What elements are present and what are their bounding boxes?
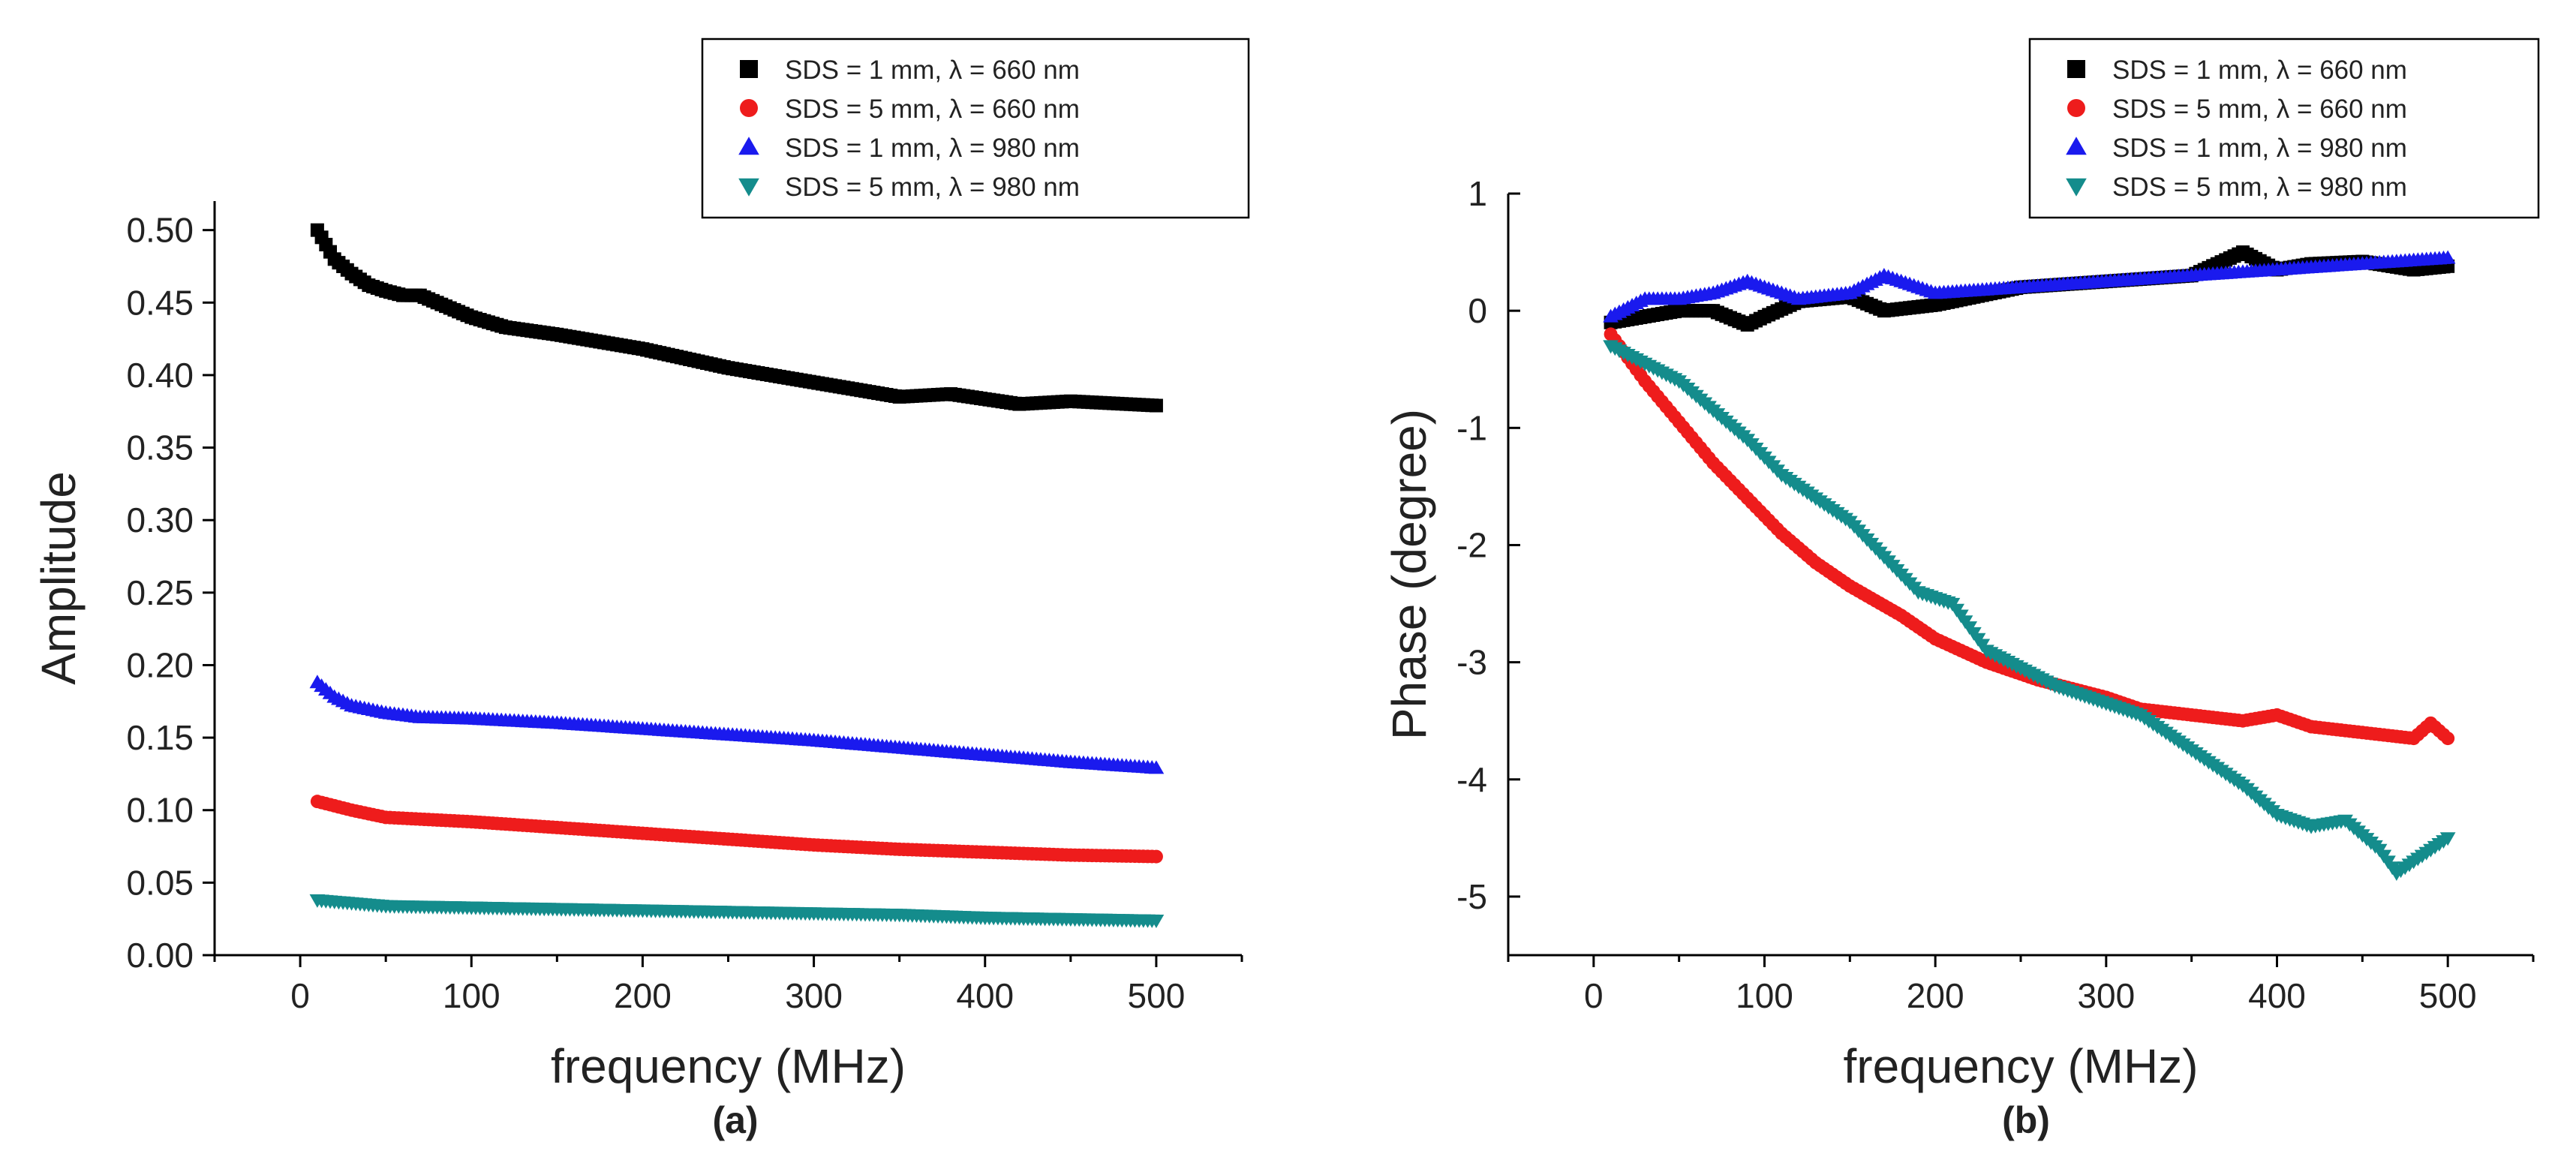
x-tick-label: 200 [1907, 976, 1964, 1015]
y-tick-label: -5 [1456, 877, 1487, 916]
y-tick-label: 0.50 [126, 211, 194, 250]
series-1 [310, 223, 1163, 413]
series-4 [1603, 340, 2456, 882]
panel-label: (a) [712, 1099, 758, 1141]
x-tick-label: 400 [956, 976, 1014, 1015]
legend-marker [2066, 178, 2087, 197]
x-tick-label: 100 [443, 976, 500, 1015]
x-tick-label: 0 [1584, 976, 1604, 1015]
legend-box [701, 38, 1250, 219]
y-tick-label: 0.30 [126, 500, 194, 539]
legend-label: SDS = 5 mm, λ = 660 nm [785, 95, 1080, 124]
legend-label: SDS = 1 mm, λ = 980 nm [2112, 134, 2407, 163]
x-axis-title: frequency (MHz) [1844, 1039, 2199, 1093]
legend-label: SDS = 5 mm, λ = 660 nm [2112, 95, 2407, 124]
legend-label: SDS = 5 mm, λ = 980 nm [2112, 173, 2407, 202]
y-tick-label: 0.45 [126, 283, 194, 322]
legend-box [2028, 38, 2540, 219]
y-tick-label: 0.05 [126, 863, 194, 902]
series-3 [1603, 250, 2456, 323]
y-tick-label: -1 [1456, 408, 1487, 447]
y-tick-label: 0.35 [126, 428, 194, 467]
data-point [2441, 732, 2455, 746]
data-point [1148, 760, 1165, 774]
data-point [2439, 832, 2456, 846]
panel-a: 0 100 200 300 400 500 0.00 0.05 0.10 0.15 0.20 0.25… [32, 38, 1250, 1141]
series-2 [1604, 327, 2455, 746]
y-axis-title: Amplitude [32, 471, 86, 685]
y-tick-label: 0.40 [126, 356, 194, 395]
x-tick-label: 500 [1128, 976, 1186, 1015]
x-axis-title: frequency (MHz) [551, 1039, 906, 1093]
y-tick-label: -2 [1456, 525, 1487, 564]
legend-marker [2067, 99, 2085, 117]
legend-label: SDS = 1 mm, λ = 660 nm [2112, 56, 2407, 85]
legend-marker [738, 178, 759, 197]
data-point [1149, 849, 1163, 864]
x-tick-label: 0 [290, 976, 310, 1015]
y-tick-label: 0.15 [126, 718, 194, 757]
legend-marker [740, 99, 758, 117]
x-tick-label: 100 [1736, 976, 1793, 1015]
panel-b: 0 100 200 300 400 500 1 0 -1 -2 -3 -4 -5 frequency (M… [1382, 38, 2540, 1141]
series-4 [309, 894, 1165, 928]
x-tick-label: 300 [785, 976, 843, 1015]
legend-label: SDS = 1 mm, λ = 980 nm [785, 134, 1080, 163]
legend-label: SDS = 5 mm, λ = 980 nm [785, 173, 1080, 202]
y-tick-label: -4 [1456, 760, 1487, 799]
y-tick-label: -3 [1456, 643, 1487, 682]
legend-label: SDS = 1 mm, λ = 660 nm [785, 56, 1080, 85]
x-tick-label: 400 [2248, 976, 2306, 1015]
legend-marker [740, 60, 758, 78]
legend-marker [738, 137, 759, 155]
y-tick-label: 0.00 [126, 936, 194, 975]
series-2 [310, 795, 1163, 864]
y-tick-label: 0.20 [126, 645, 194, 684]
x-tick-label: 200 [614, 976, 672, 1015]
y-tick-label: 1 [1468, 174, 1487, 213]
legend-marker [2066, 137, 2087, 155]
series-3 [309, 675, 1165, 774]
legend-marker [2067, 60, 2085, 78]
x-tick-label: 300 [2077, 976, 2135, 1015]
y-tick-label: 0.10 [126, 791, 194, 830]
x-tick-label: 500 [2419, 976, 2477, 1015]
panel-label: (b) [2002, 1099, 2050, 1141]
data-point [1148, 914, 1165, 928]
y-axis-title: Phase (degree) [1382, 409, 1436, 740]
y-tick-label: 0.25 [126, 573, 194, 612]
data-point [1149, 398, 1163, 413]
data-point [2439, 250, 2456, 264]
y-tick-label: 0 [1468, 291, 1487, 330]
